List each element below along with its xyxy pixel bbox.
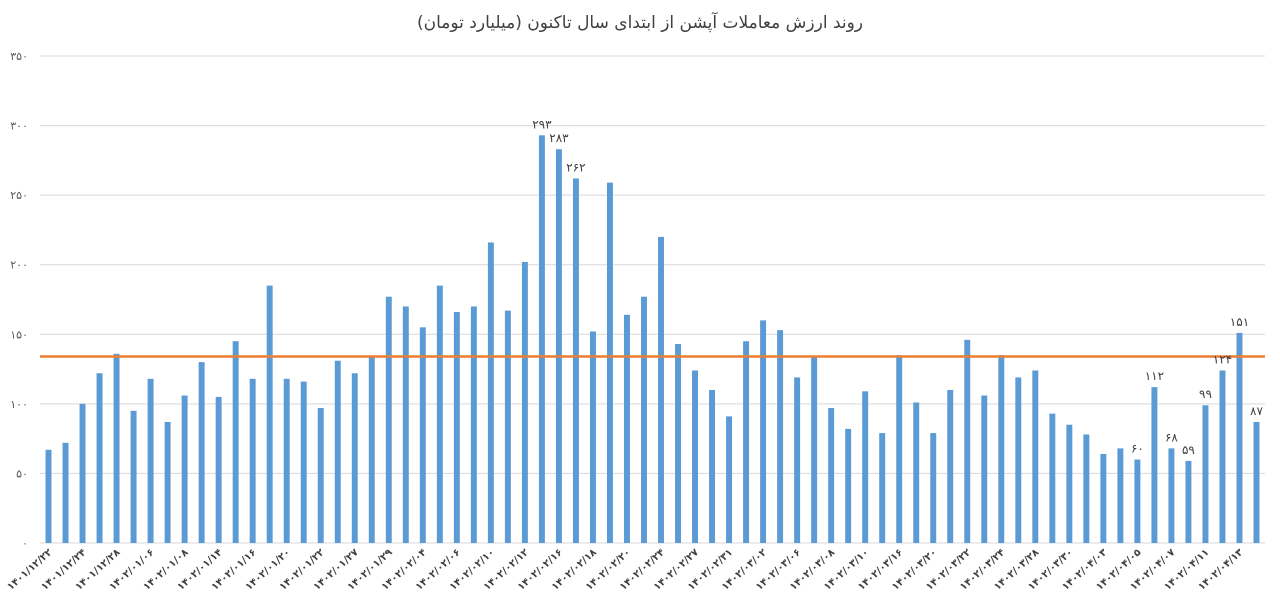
bar — [113, 353, 120, 543]
y-tick-label: ۵۰ — [16, 467, 28, 480]
bar — [334, 360, 341, 543]
bar — [45, 449, 52, 543]
bar — [964, 339, 971, 543]
bar — [232, 341, 239, 543]
data-label: ۱۱۲ — [1145, 369, 1164, 383]
bar — [555, 149, 562, 543]
bar — [998, 355, 1005, 543]
bar — [845, 428, 852, 543]
bar — [504, 310, 511, 543]
bar — [879, 433, 886, 543]
bar — [351, 373, 358, 543]
bar — [453, 312, 460, 543]
bar — [606, 182, 613, 543]
bar — [1134, 459, 1141, 543]
y-axis: ۰ ۵۰ ۱۰۰ ۱۵۰ ۲۰۰ ۲۵۰ ۳۰۰ ۳۵۰ — [10, 50, 28, 550]
bar — [896, 355, 903, 543]
bar — [1219, 370, 1226, 543]
bar — [743, 341, 750, 543]
y-tick-label: ۳۵۰ — [10, 50, 28, 63]
bar — [862, 391, 869, 543]
bar — [624, 314, 630, 543]
gridlines — [40, 55, 1265, 544]
bar — [777, 330, 784, 543]
data-label: ۲۹۳ — [532, 117, 552, 131]
bar — [79, 403, 86, 543]
bar — [198, 362, 205, 543]
bar — [641, 296, 647, 543]
bar — [300, 381, 307, 543]
data-label: ۶۸ — [1165, 430, 1178, 444]
bar — [487, 242, 494, 544]
data-label: ۵۹ — [1182, 443, 1195, 457]
bar — [1015, 377, 1022, 543]
bar — [1253, 421, 1260, 543]
bar — [913, 402, 920, 543]
bar — [947, 389, 954, 543]
data-label: ۸۷ — [1250, 404, 1263, 418]
bar-series — [45, 135, 1260, 544]
data-label: ۱۲۴ — [1213, 352, 1232, 366]
bar — [828, 408, 835, 543]
bar — [419, 327, 426, 543]
data-label: ۹۹ — [1199, 387, 1212, 401]
data-label: ۲۸۳ — [549, 131, 569, 145]
bar — [436, 285, 443, 543]
bar — [726, 416, 733, 543]
bar — [249, 378, 256, 543]
data-label: ۶۰ — [1131, 442, 1144, 456]
bar — [1185, 460, 1192, 543]
bar — [1032, 370, 1039, 543]
bar — [96, 373, 103, 543]
y-tick-label: ۲۵۰ — [10, 189, 28, 202]
y-tick-label: ۱۰۰ — [10, 398, 28, 411]
bar — [538, 135, 545, 543]
bar — [1083, 434, 1090, 543]
bar — [811, 356, 818, 543]
chart-title: روند ارزش معاملات آپشن از ابتدای سال تاک… — [417, 11, 863, 33]
bar — [794, 377, 801, 543]
bar — [164, 421, 171, 543]
bar — [317, 408, 324, 543]
bar — [130, 410, 137, 543]
bar — [675, 344, 681, 543]
y-tick-label: ۱۵۰ — [10, 328, 28, 341]
bar — [692, 370, 699, 543]
bar — [981, 395, 988, 543]
bar — [266, 285, 273, 543]
bar — [1202, 405, 1209, 543]
bar — [521, 261, 528, 543]
bar — [147, 378, 154, 543]
data-label: ۱۵۱ — [1230, 315, 1249, 329]
y-tick-label: ۰ — [22, 537, 28, 550]
bar — [1100, 453, 1107, 543]
bar — [402, 306, 409, 543]
bar — [1066, 424, 1073, 543]
data-label: ۲۶۲ — [566, 160, 585, 174]
bar — [658, 236, 664, 543]
bar — [62, 442, 69, 543]
bar — [1168, 448, 1175, 543]
bar — [385, 296, 392, 543]
y-tick-label: ۲۰۰ — [10, 259, 28, 272]
x-axis: ۱۴۰۱/۱۲/۲۲۱۴۰۱/۱۲/۲۴۱۴۰۱/۱۲/۲۸۱۴۰۲/۰۱/۰۶… — [5, 547, 1245, 593]
bar — [368, 356, 375, 543]
bar — [215, 396, 222, 543]
bar — [1236, 332, 1243, 543]
bar — [760, 320, 767, 543]
bar — [1049, 413, 1056, 543]
y-tick-label: ۳۰۰ — [10, 120, 28, 133]
bar — [572, 178, 579, 543]
bar — [589, 331, 596, 543]
bar — [709, 389, 716, 543]
bar — [181, 395, 188, 543]
bar — [1151, 387, 1158, 543]
bar — [283, 378, 290, 543]
bar — [470, 306, 477, 543]
bar — [930, 433, 937, 543]
bar — [1117, 448, 1124, 543]
